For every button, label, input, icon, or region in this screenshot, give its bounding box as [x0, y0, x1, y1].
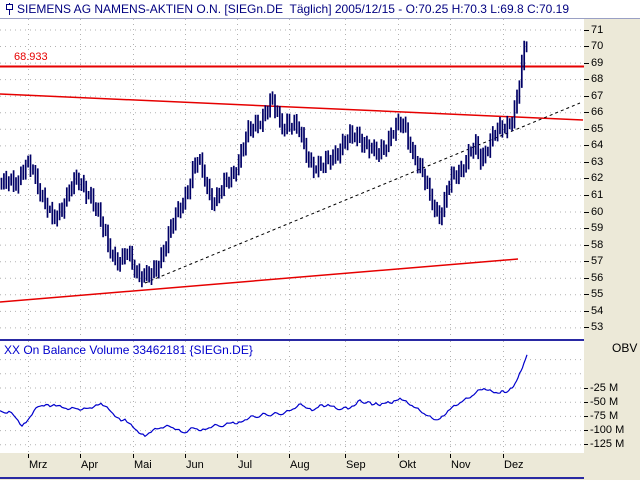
month-label: Sep	[346, 459, 366, 471]
month-tick	[398, 454, 399, 458]
month-label: Dez	[504, 459, 524, 471]
month-tick	[237, 454, 238, 458]
obv-tick-label: -100 M	[590, 424, 625, 437]
window-bottom-border	[0, 477, 584, 479]
obv-tick	[584, 430, 588, 432]
obv-chart-panel[interactable]	[0, 341, 584, 453]
price-tick-label: 70	[591, 40, 604, 53]
month-label: Mrz	[29, 459, 48, 471]
price-chart-panel[interactable]	[0, 19, 584, 339]
obv-tick	[584, 415, 588, 417]
price-tick-label: 62	[591, 172, 604, 185]
month-tick	[80, 454, 81, 458]
obv-axis-title: OBV	[612, 341, 638, 355]
price-level-label: 68.933	[14, 51, 48, 63]
month-tick	[185, 454, 186, 458]
price-tick	[584, 327, 589, 329]
month-tick	[503, 454, 504, 458]
price-tick-label: 66	[591, 106, 604, 119]
obv-line-series	[0, 354, 528, 438]
obv-tick	[584, 401, 588, 403]
price-tick	[584, 95, 589, 97]
title-bar: SIEMENS AG NAMENS-AKTIEN O.N. [SIEGn.DE …	[0, 0, 640, 19]
price-tick	[584, 161, 589, 163]
price-tick	[584, 294, 589, 296]
obv-grid	[0, 341, 584, 453]
price-tick-label: 64	[591, 139, 604, 152]
price-tick-label: 67	[591, 89, 604, 102]
price-tick-label: 57	[591, 255, 604, 268]
month-label: Aug	[290, 459, 310, 471]
month-label: Mai	[134, 459, 152, 471]
price-tick-label: 60	[591, 205, 604, 218]
month-label: Okt	[399, 459, 417, 471]
panel-separator	[0, 339, 584, 341]
window-title: SIEMENS AG NAMENS-AKTIEN O.N. [SIEGn.DE …	[17, 2, 570, 16]
pin-icon[interactable]	[4, 3, 15, 16]
price-tick	[584, 211, 589, 213]
price-tick	[584, 29, 589, 31]
month-label: Jun	[186, 459, 204, 471]
price-tick-label: 59	[591, 222, 604, 235]
obv-tick	[584, 387, 588, 389]
price-tick	[584, 310, 589, 312]
month-tick	[450, 454, 451, 458]
price-plot-background	[0, 19, 584, 339]
price-tick	[584, 228, 589, 230]
obv-tick-label: -125 M	[590, 438, 625, 451]
month-tick	[133, 454, 134, 458]
month-tick	[289, 454, 290, 458]
obv-plot-background	[0, 341, 584, 453]
price-tick-label: 55	[591, 288, 604, 301]
descending-trendline	[0, 93, 584, 121]
month-tick	[28, 454, 29, 458]
price-tick	[584, 277, 589, 279]
price-tick-label: 58	[591, 238, 604, 251]
price-tick	[584, 195, 589, 196]
price-tick-label: 63	[591, 155, 604, 168]
price-tick-label: 68	[591, 73, 604, 86]
price-tick-label: 71	[591, 23, 604, 36]
month-label: Apr	[81, 459, 99, 471]
price-tick-label: 61	[591, 189, 604, 201]
price-tick	[584, 46, 589, 48]
price-tick-label: 53	[591, 321, 604, 334]
obv-tick-label: -75 M	[590, 409, 619, 422]
price-tick	[584, 145, 589, 147]
price-tick	[584, 178, 589, 180]
obv-tick-label: -25 M	[590, 381, 619, 394]
price-tick	[584, 62, 589, 64]
price-tick-label: 65	[591, 122, 604, 135]
price-tick-label: 56	[591, 271, 604, 284]
ascending-support-line	[0, 258, 519, 303]
price-tick	[584, 112, 589, 114]
obv-tick	[584, 444, 588, 446]
price-grid	[0, 19, 584, 339]
price-tick-label: 54	[591, 304, 604, 317]
obv-indicator-label: XX On Balance Volume 33462181 {SIEGn.DE}	[4, 343, 253, 357]
price-tick	[584, 261, 589, 263]
month-label: Nov	[451, 459, 471, 471]
price-tick	[584, 244, 589, 246]
price-tick	[584, 79, 589, 81]
month-tick	[345, 454, 346, 458]
month-label: Jul	[238, 459, 253, 471]
obv-tick-label: -50 M	[590, 395, 619, 408]
price-tick	[584, 128, 589, 130]
price-bars-series	[0, 40, 528, 288]
price-tick-label: 69	[591, 56, 604, 69]
